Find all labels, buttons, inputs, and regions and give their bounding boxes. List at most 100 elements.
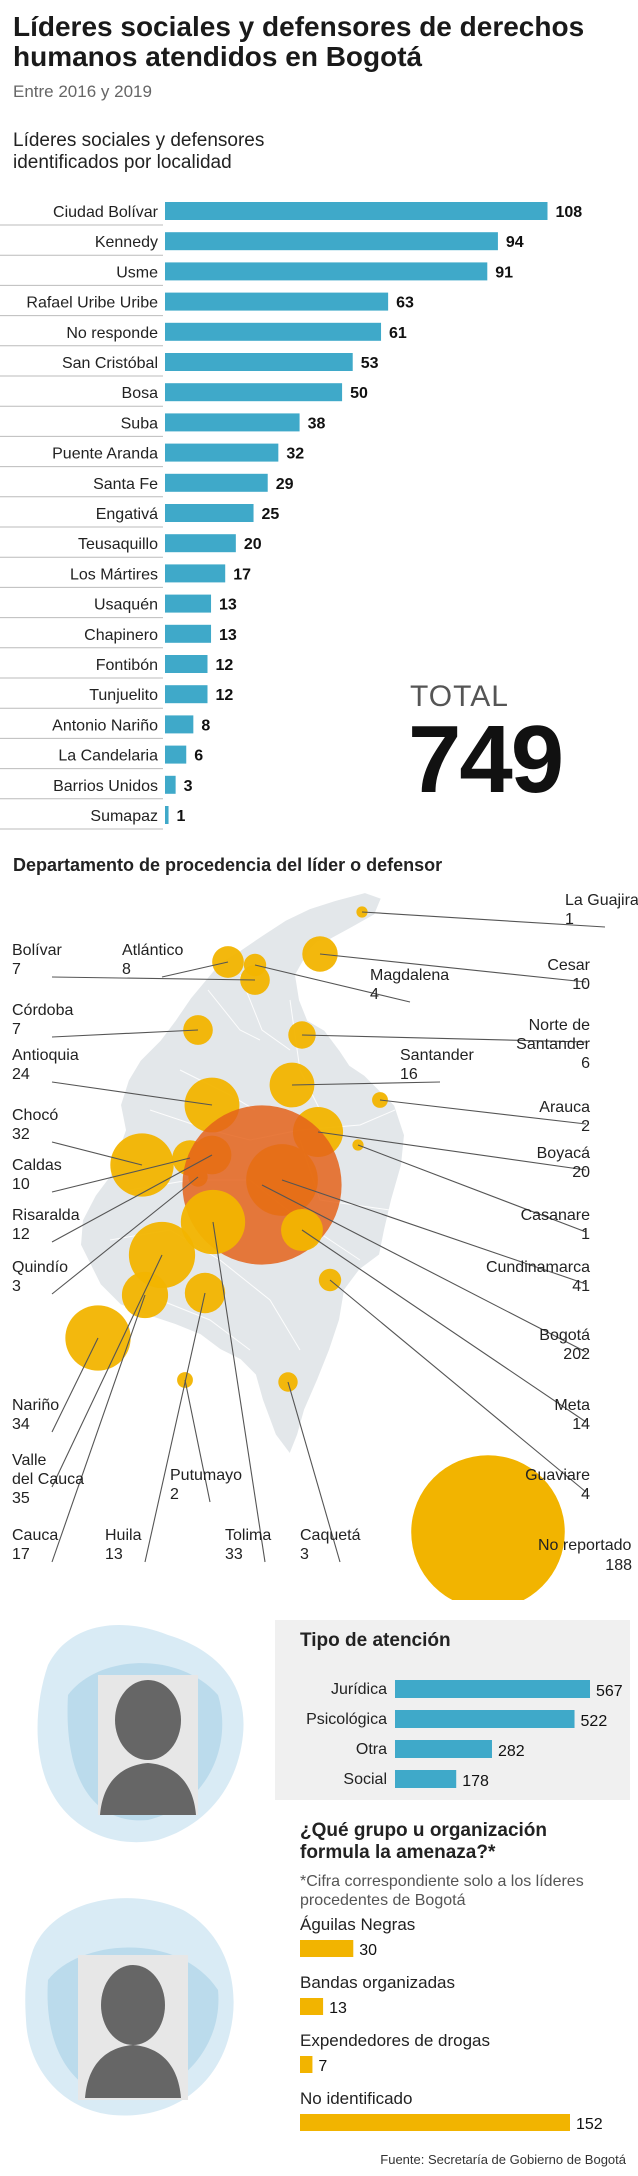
tipo-value-social: 178 <box>462 1773 489 1790</box>
bar-value-teusaquillo: 20 <box>244 536 262 553</box>
map-value-tolima: 33 <box>225 1546 243 1563</box>
map-label-la-guajira: La Guajira <box>565 892 638 909</box>
amenaza-label-expendedores-de-drogas: Expendedores de drogas <box>300 2031 490 2050</box>
map-value-bogota: 202 <box>563 1346 590 1363</box>
tipo-bar-otra <box>395 1740 492 1758</box>
bar-value-no-responde: 61 <box>389 325 407 342</box>
person-silhouette-icon <box>37 1625 244 1843</box>
bar-value-fontibon: 12 <box>216 657 234 674</box>
map-label-putumayo: Putumayo <box>170 1467 242 1484</box>
map-title: Departamento de procedencia del líder o … <box>13 855 443 875</box>
map-label-meta: Meta <box>554 1397 590 1414</box>
source-note: Fuente: Secretaría de Gobierno de Bogotá <box>380 2152 626 2167</box>
bar-barrios-unidos <box>165 775 176 794</box>
department-bubble-map: La Guajira 1 Cesar 10 Magdalena 4 Atlántico 8 Bo… <box>12 890 638 1600</box>
leader-line-boyaca <box>317 1131 587 1171</box>
amenaza-label-no-identificado: No identificado <box>300 2089 412 2108</box>
leader-line-meta <box>301 1229 587 1423</box>
map-label-bogota: Bogotá <box>539 1327 590 1344</box>
bar-value-la-candelaria: 6 <box>194 748 203 765</box>
map-label-huila: Huila <box>105 1527 142 1544</box>
map-label-cundinamarca: Cundinamarca <box>486 1259 590 1276</box>
tipo-bar-psicologica <box>395 1710 575 1728</box>
tipo-value-psicologica: 522 <box>581 1713 608 1730</box>
map-value-meta: 14 <box>572 1416 590 1433</box>
map-value-narino: 34 <box>12 1416 30 1433</box>
leader-line-guaviare <box>329 1279 587 1493</box>
bar-bosa <box>165 383 343 402</box>
map-label-cordoba: Córdoba <box>12 1002 73 1019</box>
map-value-caldas: 10 <box>12 1176 30 1193</box>
bar-san-cristobal <box>165 353 353 371</box>
map-label-guaviare: Guaviare <box>525 1467 590 1484</box>
map-label-valle-del-cauca: Valle del Cauca <box>12 1452 84 1488</box>
bar-label-ciudad-bolivar: Ciudad Bolívar <box>53 204 159 221</box>
map-value-santander: 16 <box>400 1066 418 1083</box>
leader-line-norte-de-santander <box>301 1034 587 1043</box>
map-value-caqueta: 3 <box>300 1546 309 1563</box>
tipo-bar-juridica <box>395 1680 590 1698</box>
bar-los-martires <box>165 564 226 583</box>
bar-value-puente-aranda: 32 <box>286 446 304 463</box>
bar-label-san-cristobal: San Cristóbal <box>62 355 158 372</box>
map-value-cesar: 10 <box>572 976 590 993</box>
bar-label-antonio-narino: Antonio Nariño <box>52 717 158 734</box>
portrait-bottom <box>18 1870 248 2130</box>
bar-value-bosa: 50 <box>350 385 368 402</box>
map-label-choco: Chocó <box>12 1107 58 1124</box>
tipo-value-juridica: 567 <box>596 1683 623 1700</box>
tipo-value-otra: 282 <box>498 1743 525 1760</box>
leader-line-quindio <box>51 1176 199 1295</box>
bar-label-usaquen: Usaquén <box>94 597 158 614</box>
bar-label-tunjuelito: Tunjuelito <box>89 687 158 704</box>
leader-line-bolivar <box>51 976 256 981</box>
tipo-label-psicologica: Psicológica <box>306 1711 387 1728</box>
bar-no-responde <box>165 322 382 341</box>
amenaza-bar-aguilas-negras <box>300 1940 354 1957</box>
amenaza-note: *Cifra correspondiente solo a los lídere… <box>300 1873 584 1909</box>
map-value-cundinamarca: 41 <box>572 1278 590 1295</box>
total-label: TOTAL <box>410 680 509 713</box>
map-label-no-reportado: No reportado <box>538 1537 631 1554</box>
bar-label-no-responde: No responde <box>66 325 158 342</box>
map-value-choco: 32 <box>12 1126 30 1143</box>
map-value-no-reportado: 188 <box>605 1557 632 1574</box>
bar-label-sumapaz: Sumapaz <box>90 808 158 825</box>
bar-value-barrios-unidos: 3 <box>184 778 193 795</box>
map-label-casanare: Casanare <box>521 1207 590 1224</box>
leader-line-cesar <box>319 953 587 983</box>
bar-label-barrios-unidos: Barrios Unidos <box>53 778 158 795</box>
bar-label-rafael-uribe-uribe: Rafael Uribe Uribe <box>26 295 158 312</box>
amenaza-bar-expendedores-de-drogas <box>300 2056 313 2073</box>
bubble-huila <box>184 1272 226 1314</box>
leader-line-huila <box>144 1292 206 1563</box>
bar-value-usaquen: 13 <box>219 597 237 614</box>
bar-value-sumapaz: 1 <box>177 808 186 825</box>
leader-line-casanare <box>357 1144 587 1233</box>
bar-suba <box>165 413 300 432</box>
bar-ciudad-bolivar <box>165 202 548 220</box>
amenaza-bar-no-identificado <box>300 2114 570 2131</box>
bar-kennedy <box>165 232 498 251</box>
bar-label-chapinero: Chapinero <box>84 627 158 644</box>
tipo-label-otra: Otra <box>356 1741 387 1758</box>
leader-line-tolima <box>212 1221 266 1563</box>
map-value-cauca: 17 <box>12 1546 30 1563</box>
bubble-cordoba <box>183 1015 213 1045</box>
leader-line-antioquia <box>51 1081 213 1106</box>
tipo-atencion-title: Tipo de atención <box>300 1630 451 1651</box>
map-label-tolima: Tolima <box>225 1527 271 1544</box>
bar-label-usme: Usme <box>116 264 158 281</box>
leader-line-narino <box>51 1337 99 1433</box>
bar-value-santa-fe: 29 <box>276 476 294 493</box>
bar-label-engativa: Engativá <box>96 506 158 523</box>
bar-value-rafael-uribe-uribe: 63 <box>396 295 414 312</box>
map-label-cauca: Cauca <box>12 1527 58 1544</box>
bar-usaquen <box>165 594 212 613</box>
bar-antonio-narino <box>165 715 194 734</box>
leader-line-atlantico <box>161 961 229 978</box>
bar-value-usme: 91 <box>495 264 513 281</box>
map-label-caqueta: Caquetá <box>300 1527 361 1544</box>
bar-chapinero <box>165 624 212 643</box>
bar-value-kennedy: 94 <box>506 234 524 251</box>
